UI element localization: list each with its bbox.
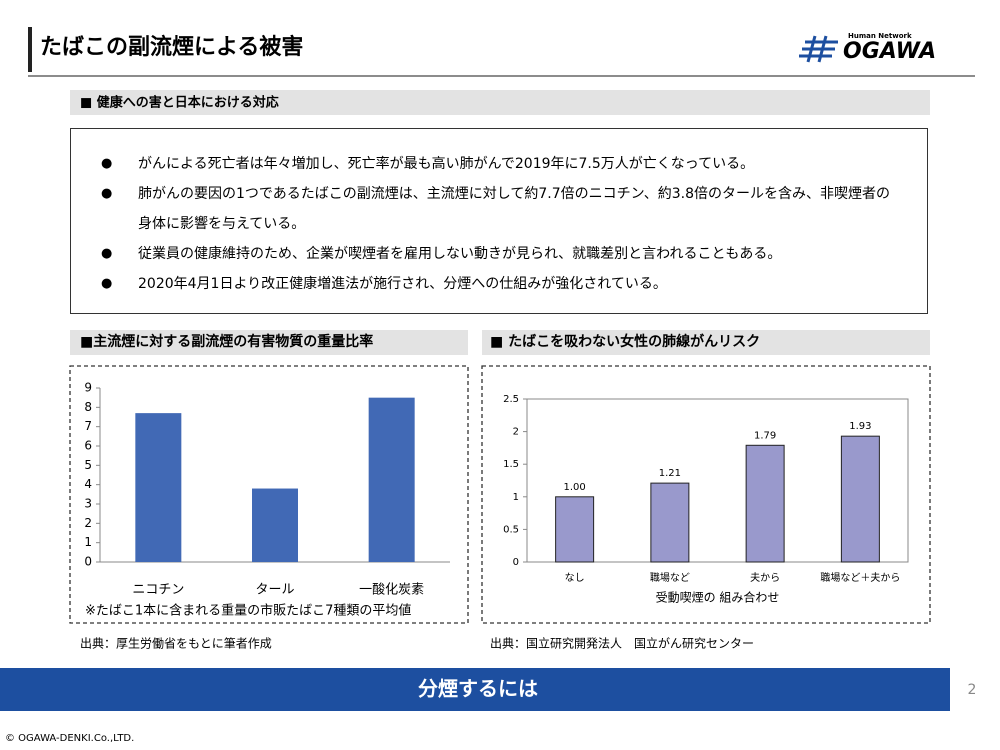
chart-title: ■ たばこを吸わない女性の肺線がんリスク	[490, 333, 760, 350]
section-heading: ■ 健康への害と日本における対応	[80, 95, 279, 111]
chart-frame	[69, 365, 469, 624]
section-bar	[70, 330, 468, 355]
x-axis-label: 受動喫煙の 組み合わせ	[656, 590, 780, 605]
bar	[135, 413, 182, 562]
y-tick-label: 1	[513, 492, 519, 503]
bullet-item: 2020年4月1日より改正健康増進法が施行され、分煙への仕組みが強化されている。	[101, 269, 898, 299]
bullet-item: 肺がんの要因の1つであるたばこの副流煙は、主流煙に対して約7.7倍のニコチン、約…	[101, 179, 898, 239]
y-tick-label: 4	[84, 477, 92, 491]
x-tick-label: 職場など	[650, 571, 690, 584]
copyright: © OGAWA-DENKI.Co.,LTD.	[5, 733, 134, 744]
y-tick-label: 2	[513, 427, 519, 438]
y-tick-label: 5	[84, 458, 92, 472]
logo: Human Network OGAWA	[799, 32, 936, 64]
plot-frame	[526, 398, 909, 563]
value-label: 1.00	[563, 482, 585, 493]
x-tick-label: 一酸化炭素	[359, 583, 424, 598]
y-tick-label: 0.5	[503, 524, 519, 535]
y-tick-label: 6	[84, 439, 92, 453]
y-tick-label: 0	[513, 557, 519, 568]
bullet-list: がんによる死亡者は年々増加し、死亡率が最も高い肺がんで2019年に7.5万人が亡…	[101, 149, 897, 299]
bar	[745, 444, 785, 563]
chart-source: 出典：厚生労働省をもとに筆者作成	[80, 637, 272, 651]
y-tick-label: 1	[84, 535, 92, 549]
banner	[0, 668, 950, 711]
summary-box: がんによる死亡者は年々増加し、死亡率が最も高い肺がんで2019年に7.5万人が亡…	[70, 128, 928, 314]
bar	[252, 488, 298, 562]
slide-title: たばこの副流煙による被害	[40, 34, 303, 60]
bar	[555, 496, 595, 563]
y-tick-label: 8	[84, 400, 92, 414]
x-tick-label: なし	[565, 572, 585, 584]
y-tick-label: 2	[84, 516, 92, 530]
y-tick-label: 1.5	[503, 459, 519, 470]
value-label: 1.21	[659, 468, 681, 479]
chart-frame	[481, 365, 931, 624]
chart-note: ※たばこ1本に含まれる重量の市販たばこ7種類の平均値	[85, 603, 411, 619]
value-label: 1.79	[754, 430, 776, 441]
y-tick-label: 3	[84, 497, 92, 511]
x-tick-label: ニコチン	[132, 583, 184, 598]
y-tick-label: 0	[84, 555, 92, 569]
x-tick-label: タール	[255, 583, 294, 598]
x-tick-label: 職場など＋夫から	[820, 571, 900, 584]
bullet-item: 従業員の健康維持のため、企業が喫煙者を雇用しない動きが見られ、就職差別と言われる…	[101, 239, 898, 269]
bullet-item: がんによる死亡者は年々増加し、死亡率が最も高い肺がんで2019年に7.5万人が亡…	[101, 149, 898, 179]
x-tick-label: 夫から	[750, 572, 780, 584]
bar	[650, 482, 690, 563]
page-number: 2	[968, 682, 977, 698]
logo-tagline: Human Network	[848, 32, 912, 40]
section-bar	[482, 330, 930, 355]
section-bar	[70, 90, 930, 115]
bar	[840, 435, 880, 563]
chart-source: 出典：国立研究開発法人 国立がん研究センター	[490, 636, 754, 651]
chart-title: ■主流煙に対する副流煙の有害物質の重量比率	[80, 333, 373, 350]
title-marker	[28, 27, 32, 72]
bar	[368, 397, 415, 562]
y-tick-label: 9	[84, 381, 92, 395]
logo-name: OGAWA	[843, 39, 936, 64]
y-tick-label: 7	[84, 419, 92, 433]
banner-text: 分煙するには	[418, 677, 538, 701]
value-label: 1.93	[849, 421, 871, 432]
y-tick-label: 2.5	[503, 394, 519, 405]
